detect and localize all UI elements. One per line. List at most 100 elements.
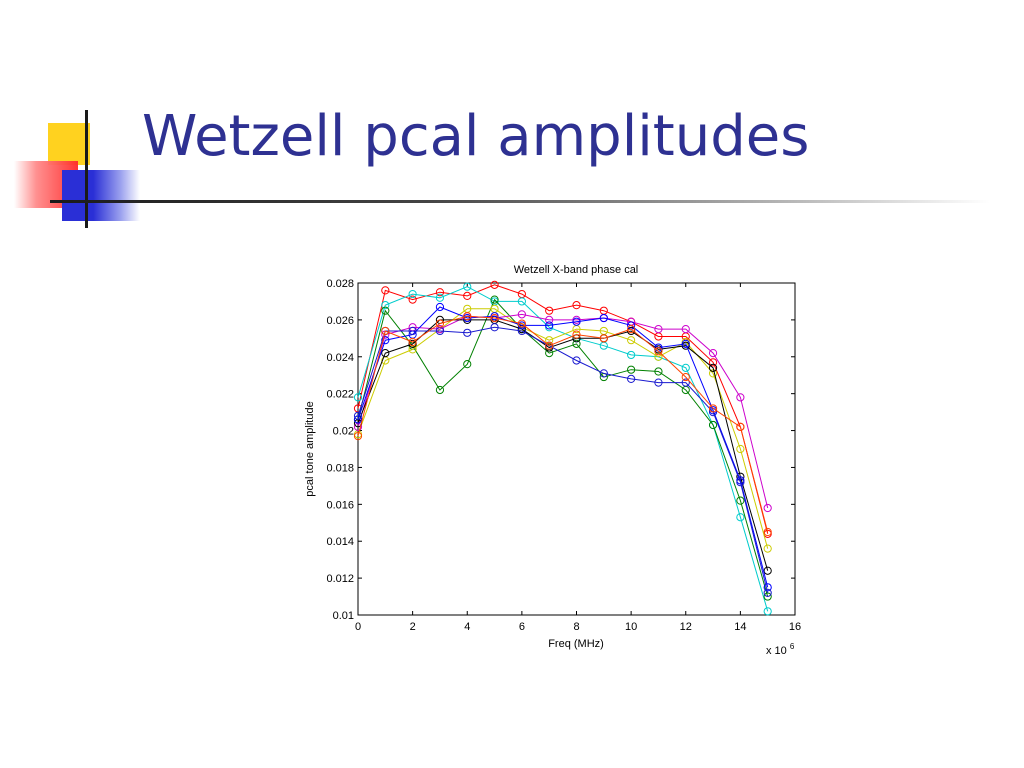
data-point [763, 566, 772, 575]
data-point [545, 341, 554, 350]
axes: 0 2 4 6 8 10 12 14 16 0.01 0.012 0.014 0.016 0.018 0.0… [326, 278, 801, 633]
data-point [763, 503, 772, 513]
data-point [654, 367, 663, 376]
data-point [599, 334, 608, 343]
slide-title: Wetzell pcal amplitudes [142, 104, 810, 169]
data-point [490, 280, 499, 289]
data-point [463, 328, 472, 337]
data-point [654, 325, 663, 334]
x-axis-label: Freq (MHz) [548, 638, 604, 650]
x-tick-label: 14 [734, 621, 746, 633]
series-9 [353, 312, 772, 537]
data-point [490, 295, 499, 304]
series-line [357, 286, 769, 612]
x-multiplier: x 10 6 [766, 642, 795, 657]
series-layer [353, 280, 772, 616]
data-point [681, 363, 690, 372]
data-point [599, 313, 608, 323]
data-point [763, 588, 772, 597]
data-point [353, 411, 363, 420]
x-tick-label: 16 [789, 621, 801, 633]
data-point [708, 369, 718, 378]
data-point [490, 313, 499, 323]
deco-horizontal-line [50, 200, 990, 203]
data-point [708, 358, 718, 367]
data-point [736, 444, 745, 454]
data-point [353, 415, 363, 424]
deco-yellow-square [48, 123, 90, 165]
y-tick-label: 0.018 [326, 462, 354, 474]
data-point [545, 306, 554, 315]
data-point [572, 301, 581, 310]
y-tick-label: 0.016 [326, 499, 354, 511]
data-point [736, 393, 745, 402]
data-point [627, 336, 636, 345]
data-point [572, 356, 581, 365]
data-point [463, 282, 472, 291]
x-multiplier-base: x 10 [766, 645, 787, 657]
chart-title: Wetzell X-band phase cal [514, 264, 639, 276]
series-line [357, 315, 769, 533]
x-tick-label: 6 [519, 621, 525, 633]
data-point [463, 291, 472, 301]
data-point [654, 378, 663, 387]
x-tick-label: 10 [625, 621, 637, 633]
data-point [381, 286, 390, 295]
data-point [517, 310, 526, 319]
y-tick-label: 0.012 [326, 573, 354, 585]
data-point [627, 374, 636, 384]
data-point [381, 348, 390, 358]
y-tick-label: 0.024 [326, 352, 354, 364]
data-point [463, 360, 472, 369]
y-tick-label: 0.02 [333, 426, 354, 438]
data-point [708, 420, 718, 430]
data-point [435, 288, 445, 297]
data-point [545, 321, 554, 330]
data-point [572, 330, 581, 339]
data-point [408, 289, 417, 299]
data-point [763, 607, 772, 616]
data-point [572, 317, 581, 326]
data-point [763, 592, 772, 601]
data-point [736, 496, 745, 505]
data-point [353, 431, 363, 441]
data-point [681, 372, 690, 382]
series-line [357, 313, 769, 509]
x-multiplier-exponent: 6 [790, 642, 795, 651]
series-line [357, 308, 769, 549]
data-point [435, 302, 445, 312]
data-point [681, 325, 690, 334]
data-point [408, 295, 417, 304]
series-line [357, 326, 769, 594]
data-point [545, 315, 554, 324]
data-point [736, 478, 745, 487]
x-tick-label: 4 [464, 621, 470, 633]
data-point [408, 326, 417, 336]
data-point [627, 325, 636, 334]
data-point [435, 293, 445, 302]
y-tick-label: 0.014 [326, 536, 354, 548]
data-point [435, 385, 445, 395]
data-point [708, 348, 718, 358]
x-tick-label: 2 [410, 621, 416, 633]
data-point [408, 337, 417, 347]
data-point [763, 544, 772, 553]
y-axis-label: pcal tone amplitude [304, 401, 316, 496]
series-line [357, 306, 769, 588]
data-point [463, 312, 472, 321]
data-point [381, 306, 390, 315]
x-tick-label: 0 [355, 621, 361, 633]
deco-blue-square [62, 170, 140, 221]
data-point [708, 363, 718, 372]
data-point [736, 513, 745, 522]
y-tick-label: 0.026 [326, 315, 354, 327]
data-point [599, 369, 608, 378]
series-line [357, 298, 769, 597]
y-tick-label: 0.01 [333, 610, 354, 622]
data-point [435, 319, 445, 328]
data-point [572, 339, 581, 348]
data-point [627, 350, 636, 360]
data-point [708, 404, 718, 413]
data-point [763, 527, 772, 537]
